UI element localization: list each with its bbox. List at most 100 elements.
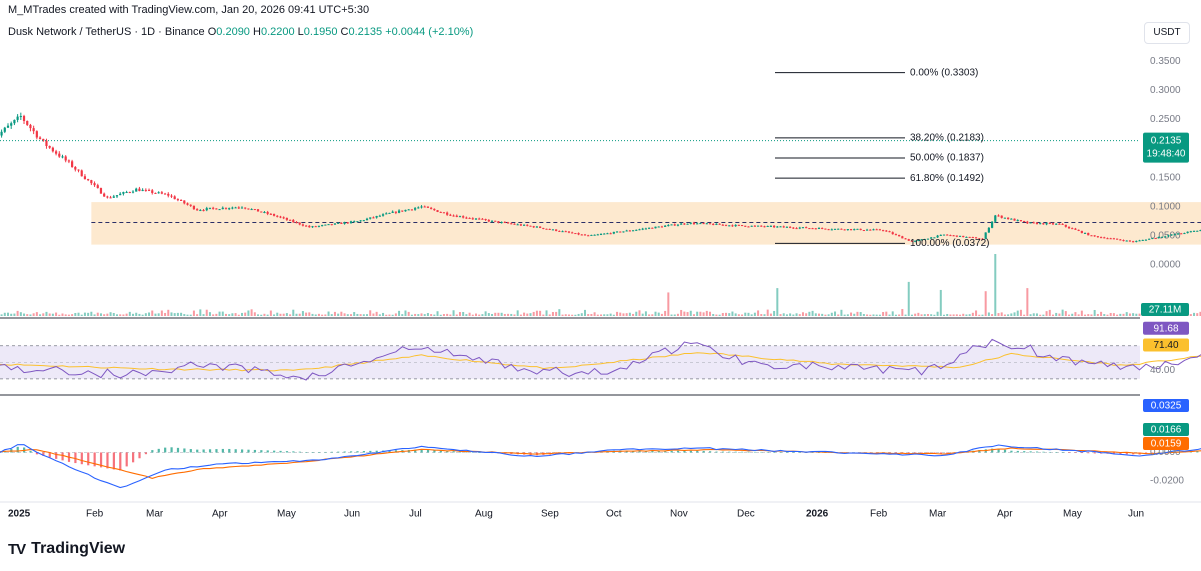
candle-body bbox=[128, 192, 131, 194]
candle-body bbox=[1099, 237, 1103, 239]
volume-bar bbox=[500, 312, 503, 316]
candle-body bbox=[154, 192, 157, 194]
macd-hist-bar bbox=[1029, 451, 1032, 453]
candle-body bbox=[676, 224, 680, 226]
macd-hist-bar bbox=[741, 451, 744, 453]
candle-body bbox=[6, 125, 10, 128]
volume-bar bbox=[221, 311, 224, 316]
macd-hist-bar bbox=[55, 452, 58, 459]
macd-hist-bar bbox=[785, 452, 789, 453]
volume-bar bbox=[609, 313, 612, 316]
candle-body bbox=[439, 211, 442, 213]
volume-bar bbox=[1071, 313, 1074, 316]
volume-bar bbox=[811, 310, 814, 316]
candle-body bbox=[1128, 240, 1132, 242]
candle-body bbox=[484, 219, 487, 221]
volume-bar bbox=[430, 314, 433, 316]
candle-body bbox=[596, 234, 599, 236]
macd-hist-bar bbox=[87, 452, 90, 466]
candle-body bbox=[446, 212, 449, 215]
candle-body bbox=[1061, 223, 1064, 225]
candle-body bbox=[125, 192, 128, 194]
macd-hist-bar bbox=[689, 450, 692, 453]
price-tag: 0.2135 bbox=[1151, 135, 1182, 146]
volume-bar bbox=[651, 314, 654, 316]
volume-bar bbox=[1077, 314, 1080, 316]
candle-body bbox=[1010, 218, 1013, 220]
candle-body bbox=[641, 228, 644, 230]
volume-bar bbox=[734, 313, 737, 316]
fib-level-label: 38.20% (0.2183) bbox=[910, 133, 984, 144]
candle-body bbox=[817, 227, 821, 229]
time-tick-label: Mar bbox=[146, 509, 164, 520]
candle-body bbox=[157, 192, 160, 194]
volume-bar bbox=[199, 309, 202, 316]
candle-body bbox=[276, 215, 279, 217]
candle-body bbox=[1019, 220, 1023, 222]
volume-bar bbox=[119, 314, 122, 316]
volume-bar bbox=[878, 314, 881, 316]
volume-bar bbox=[433, 314, 436, 316]
macd-hist-bar bbox=[414, 449, 417, 453]
volume-bar bbox=[234, 313, 237, 316]
candle-body bbox=[1154, 238, 1157, 240]
candle-body bbox=[16, 116, 19, 120]
macd-hist-bar bbox=[1023, 451, 1026, 453]
candle-body bbox=[878, 229, 881, 231]
macd-hist-bar bbox=[676, 450, 680, 453]
candle-body bbox=[849, 229, 853, 231]
volume-bar bbox=[846, 314, 849, 316]
volume-bar bbox=[798, 314, 801, 316]
candle-body bbox=[90, 180, 93, 184]
candle-body bbox=[349, 221, 353, 224]
volume-bar bbox=[122, 314, 125, 316]
volume-bar bbox=[587, 314, 590, 316]
candle-body bbox=[994, 215, 997, 222]
volume-bar bbox=[785, 314, 788, 316]
volume-bar bbox=[324, 314, 327, 316]
rsi-ma-line bbox=[0, 352, 1201, 372]
volume-bar bbox=[58, 314, 61, 316]
candle-body bbox=[497, 221, 500, 223]
currency-button[interactable]: USDT bbox=[1144, 22, 1190, 44]
volume-bar bbox=[164, 312, 167, 316]
volume-bar bbox=[875, 314, 878, 316]
candle-body bbox=[1167, 235, 1170, 237]
volume-bar bbox=[949, 314, 952, 316]
volume-bar bbox=[660, 313, 663, 316]
time-tick-label: May bbox=[277, 509, 296, 520]
macd-hist-bar bbox=[29, 450, 32, 453]
candle-body bbox=[756, 225, 760, 227]
candle-body bbox=[365, 218, 369, 221]
candle-body bbox=[846, 229, 849, 231]
volume-bar bbox=[93, 314, 96, 316]
macd-hist-bar bbox=[792, 452, 795, 453]
candle-body bbox=[26, 120, 29, 125]
volume-bar bbox=[487, 313, 490, 316]
candle-body bbox=[865, 229, 869, 231]
candle-body bbox=[776, 226, 779, 228]
macd-hist-bar bbox=[196, 449, 199, 453]
macd-hist-bar bbox=[1093, 452, 1096, 454]
candle-body bbox=[862, 230, 865, 232]
macd-hist-bar bbox=[305, 452, 308, 453]
candle-body bbox=[648, 227, 651, 229]
candle-body bbox=[503, 222, 506, 224]
macd-hist-bar bbox=[80, 452, 83, 465]
candle-body bbox=[702, 223, 705, 225]
candle-body bbox=[946, 234, 949, 236]
candle-body bbox=[308, 225, 311, 228]
high-value: 0.2200 bbox=[260, 26, 295, 38]
macd-hist-bar bbox=[74, 452, 77, 464]
volume-bar bbox=[606, 314, 609, 316]
volume-bar bbox=[827, 314, 830, 316]
volume-bar bbox=[670, 314, 673, 316]
macd-hist-bar bbox=[253, 449, 257, 453]
fib-level-label: 50.00% (0.1837) bbox=[910, 153, 984, 164]
candle-body bbox=[551, 229, 555, 231]
symbol-title[interactable]: Dusk Network / TetherUS · 1D · Binance bbox=[8, 26, 205, 38]
candle-body bbox=[288, 219, 292, 221]
volume-bar bbox=[369, 310, 372, 316]
candle-body bbox=[571, 232, 574, 234]
